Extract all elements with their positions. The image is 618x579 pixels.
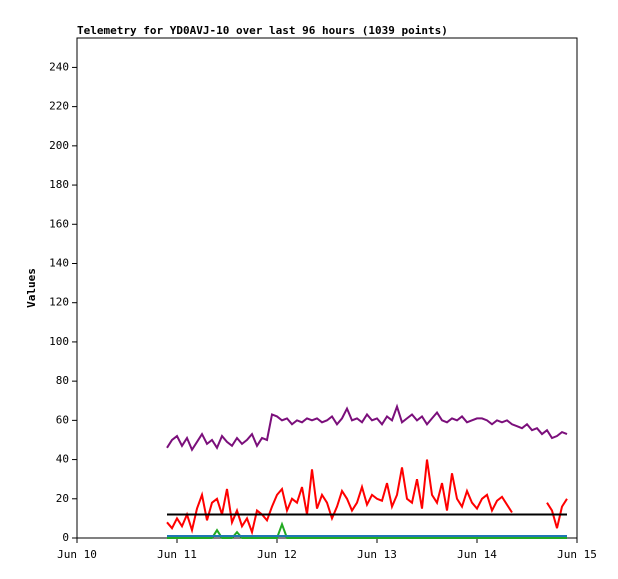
x-tick-label: Jun 12 [257, 548, 297, 561]
y-tick-label: 180 [49, 178, 69, 191]
y-tick-label: 240 [49, 60, 69, 73]
y-tick-label: 120 [49, 296, 69, 309]
chart-title: Telemetry for YD0AVJ-10 over last 96 hou… [77, 24, 448, 37]
y-tick-label: 140 [49, 256, 69, 269]
y-tick-label: 0 [62, 531, 69, 544]
y-tick-label: 200 [49, 139, 69, 152]
series-line [166, 459, 568, 536]
x-tick-label: Jun 13 [357, 548, 397, 561]
x-tick-label: Jun 15 [557, 548, 597, 561]
y-tick-label: 220 [49, 100, 69, 113]
y-tick-label: 60 [56, 413, 69, 426]
x-tick-label: Jun 10 [57, 548, 97, 561]
y-tick-label: 80 [56, 374, 69, 387]
x-tick-label: Jun 11 [157, 548, 197, 561]
x-tick-label: Jun 14 [457, 548, 497, 561]
series-line [166, 403, 568, 452]
y-tick-label: 20 [56, 492, 69, 505]
y-tick-label: 40 [56, 453, 69, 466]
y-axis-title: Values [25, 268, 38, 308]
y-tick-label: 160 [49, 217, 69, 230]
plot-frame [76, 37, 578, 539]
y-tick-label: 100 [49, 335, 69, 348]
